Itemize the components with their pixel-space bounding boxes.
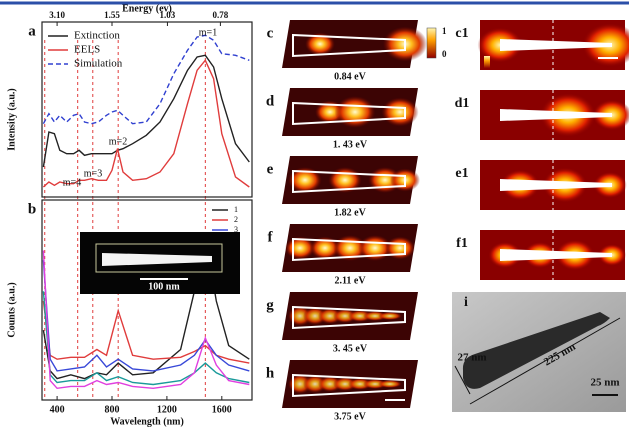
legend-label: 2 bbox=[234, 215, 238, 224]
figure: aIntensity (a.u.)3.101.551.030.78Energy … bbox=[0, 0, 629, 430]
map-energy: 0.84 eV bbox=[334, 71, 366, 82]
tem-label: i bbox=[464, 295, 468, 310]
sim-label: c1 bbox=[455, 26, 468, 41]
simulation-map bbox=[478, 20, 629, 70]
hot-spot bbox=[381, 98, 418, 127]
hot-spot bbox=[378, 312, 402, 320]
hot-spot bbox=[335, 96, 376, 128]
mode-annotation: m=2 bbox=[109, 136, 127, 147]
sim-colorbar bbox=[484, 56, 490, 68]
sim-label: d1 bbox=[455, 96, 470, 111]
hot-spot bbox=[385, 237, 415, 260]
colorbar bbox=[427, 28, 436, 58]
sim-label: f1 bbox=[456, 236, 468, 251]
map-label: c bbox=[267, 25, 274, 41]
eels-map bbox=[282, 156, 420, 204]
eels-map bbox=[282, 292, 418, 340]
colorbar-max: 1 bbox=[442, 26, 447, 36]
simulation-map bbox=[480, 230, 626, 280]
map-energy: 2.11 eV bbox=[334, 275, 366, 286]
map-label: e bbox=[267, 161, 274, 177]
map-label: d bbox=[266, 93, 275, 109]
tem-scale: 25 nm bbox=[590, 377, 619, 389]
tem-width: 27 nm bbox=[457, 352, 486, 364]
x-axis-label: Wavelength (nm) bbox=[110, 416, 184, 427]
map-energy: 1.82 eV bbox=[334, 207, 366, 218]
y-axis-label: Counts (a.u.) bbox=[6, 282, 17, 337]
x2-tick-label: 0.78 bbox=[213, 10, 229, 20]
map-label: f bbox=[268, 229, 274, 245]
map-energy: 3. 45 eV bbox=[333, 343, 368, 354]
map-energy: 3.75 eV bbox=[334, 411, 366, 422]
colorbar-min: 0 bbox=[442, 49, 447, 59]
x2-tick-label: 3.10 bbox=[49, 10, 65, 20]
x2-tick-label: 1.55 bbox=[104, 10, 120, 20]
panel-label: a bbox=[28, 23, 36, 39]
series-line bbox=[43, 60, 249, 187]
eels-map bbox=[282, 224, 418, 272]
mode-annotation: m=3 bbox=[84, 168, 102, 179]
legend-label: Simulation bbox=[74, 58, 123, 70]
inset-scale-label: 100 nm bbox=[148, 281, 180, 292]
simulation-map bbox=[480, 160, 627, 210]
legend-label: Extinction bbox=[74, 30, 120, 42]
x-tick-label: 1600 bbox=[212, 404, 232, 415]
simulation-map bbox=[480, 90, 629, 140]
map-label: g bbox=[266, 297, 274, 313]
x-tick-label: 400 bbox=[50, 404, 65, 415]
panel-label: b bbox=[28, 201, 36, 217]
hot-spot bbox=[378, 380, 402, 388]
x2-axis-label: Energy (ev) bbox=[122, 3, 172, 14]
x-tick-label: 800 bbox=[105, 404, 120, 415]
legend-label: 1 bbox=[234, 205, 238, 214]
sim-label: e1 bbox=[455, 166, 468, 181]
eels-map bbox=[282, 88, 419, 136]
mode-annotation: m=4 bbox=[63, 177, 81, 188]
legend-label: EELS bbox=[74, 44, 100, 56]
x-tick-label: 1200 bbox=[157, 404, 177, 415]
eels-map bbox=[282, 20, 427, 68]
map-label: h bbox=[266, 365, 275, 381]
map-energy: 1. 43 eV bbox=[333, 139, 368, 150]
y-axis-label: Intensity (a.u.) bbox=[6, 88, 17, 151]
mode-annotation: m=1 bbox=[199, 27, 217, 38]
